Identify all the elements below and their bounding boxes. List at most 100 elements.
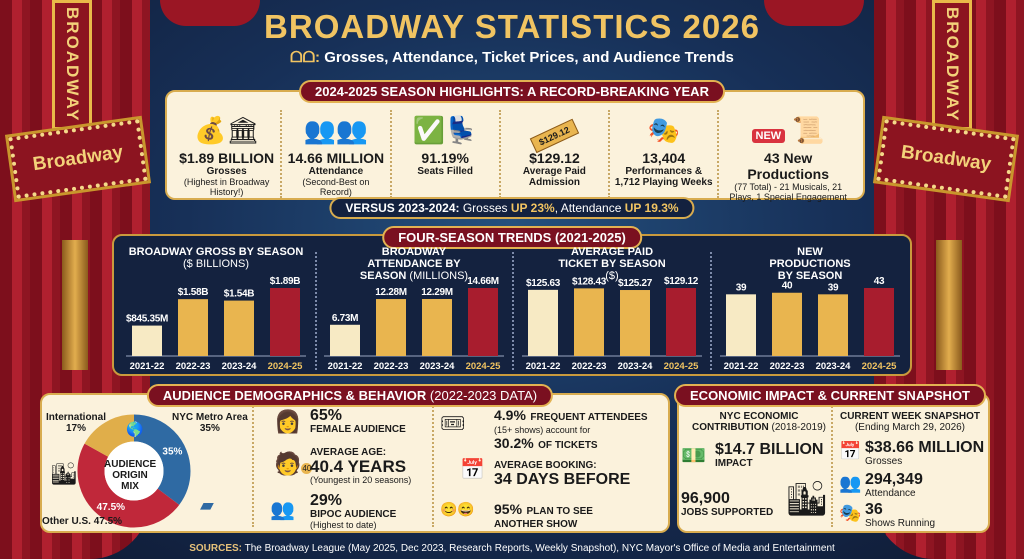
highlight-new-productions: NEW 📜 43 New Productions (77 Total) - 21… bbox=[719, 110, 857, 202]
stat-note: (Highest to date) bbox=[310, 520, 377, 530]
calendar-icon: 📅 bbox=[839, 441, 862, 461]
bar-chart-svg: $845.35M 2021-22 $1.58B 2022-23 $1.54B 2023-2… bbox=[126, 276, 306, 372]
stat-label: JOBS SUPPORTED bbox=[681, 507, 774, 518]
highlight-value: $129.12 bbox=[529, 150, 580, 166]
ribbon-title: AUDIENCE DEMOGRAPHICS & BEHAVIOR bbox=[162, 388, 427, 403]
contribution-title: NYC ECONOMIC CONTRIBUTION (2018-2019) bbox=[689, 411, 829, 433]
pillar bbox=[62, 240, 88, 370]
bar-2021-22 bbox=[528, 289, 558, 356]
highlight-note: (77 Total) - 21 Musicals, 21 Plays, 1 Sp… bbox=[729, 182, 847, 202]
sources-label: SOURCES: bbox=[189, 543, 242, 554]
stat-value: 65% bbox=[310, 407, 343, 424]
trends-ribbon: FOUR-SEASON TRENDS (2021-2025) bbox=[382, 226, 642, 249]
chart-unit: ($ BILLIONS) bbox=[182, 258, 250, 270]
divider bbox=[252, 403, 254, 527]
bar-2024-25 bbox=[270, 288, 300, 356]
bar-2024-25 bbox=[864, 288, 894, 356]
bar-chart-svg: 39 2021-22 40 2022-23 39 2023-24 43 2024-25 bbox=[720, 276, 900, 372]
versus-prefix: VERSUS 2023-2024: bbox=[345, 201, 460, 215]
stat-label: Shows Running bbox=[865, 518, 936, 529]
gross-chart: BROADWAY GROSS BY SEASON ($ BILLIONS) $84… bbox=[118, 246, 314, 374]
stat-label: OF TICKETS bbox=[538, 440, 598, 451]
stat-value: 40.4 YEARS bbox=[310, 457, 407, 476]
female-icon: 👩 bbox=[274, 409, 302, 434]
highlights-ribbon: 2024-2025 SEASON HIGHLIGHTS: A RECORD-BR… bbox=[299, 80, 725, 103]
sources-footer: SOURCES: The Broadway League (May 2025, … bbox=[0, 543, 1024, 554]
donut-slice-other-u-s- bbox=[77, 414, 191, 528]
highlight-value: $1.89 BILLION bbox=[179, 150, 275, 166]
chart-title-text: BROADWAY ATTENDANCE BY SEASON bbox=[359, 246, 461, 282]
stat-label: ANOTHER SHOW bbox=[494, 519, 578, 530]
snapshot-grosses: $38.66 MILLION Grosses bbox=[865, 439, 984, 467]
person-age-icon: 🧑40 bbox=[274, 451, 313, 476]
x-tick-label: 2021-22 bbox=[328, 361, 363, 372]
vertical-marquee-sign-left: BROADWAY bbox=[52, 0, 92, 130]
sources-text: The Broadway League (May 2025, Dec 2023,… bbox=[244, 543, 835, 554]
bar-2022-23 bbox=[178, 299, 208, 356]
donut-hole bbox=[104, 441, 164, 501]
bar-2023-24 bbox=[818, 294, 848, 356]
page-title: BROADWAY STATISTICS 2026 bbox=[264, 8, 760, 45]
chart-unit: (MILLIONS) bbox=[409, 270, 469, 282]
highlight-value: 14.66 MILLION bbox=[287, 150, 385, 166]
x-tick-label: 2022-23 bbox=[770, 361, 805, 372]
stat-note: (Youngest in 20 seasons) bbox=[310, 475, 412, 485]
stat-label: Grosses bbox=[865, 456, 903, 467]
ticket-text: $129.12 bbox=[529, 118, 579, 154]
x-tick-label: 2023-24 bbox=[618, 361, 654, 372]
data-label: $128.43 bbox=[572, 276, 607, 287]
divider bbox=[831, 403, 833, 527]
page-subtitle: ᗝᗝ: Grosses, Attendance, Ticket Prices, … bbox=[0, 49, 1024, 66]
snapshot-attendance: 294,349 Attendance bbox=[865, 471, 923, 499]
bar-2022-23 bbox=[574, 288, 604, 356]
x-tick-label: 2022-23 bbox=[572, 361, 607, 372]
label-pct: 17% bbox=[66, 423, 87, 434]
divider bbox=[315, 252, 317, 370]
versus-grosses-value: UP 23% bbox=[510, 201, 555, 215]
bar-2024-25 bbox=[666, 288, 696, 356]
versus-grosses-label: Grosses bbox=[462, 201, 508, 215]
money-icon: 💵 bbox=[681, 445, 706, 467]
chart-title-text: AVERAGE PAID TICKET BY SEASON bbox=[558, 246, 666, 270]
demographics-ribbon: AUDIENCE DEMOGRAPHICS & BEHAVIOR (2022-2… bbox=[146, 384, 554, 407]
label-text: Other U.S. bbox=[42, 516, 91, 527]
label-other-us: Other U.S. 47.5% bbox=[42, 516, 122, 527]
highlight-value: 91.19% bbox=[421, 150, 469, 166]
bar-2023-24 bbox=[620, 290, 650, 356]
slice-label: 47.5% bbox=[97, 502, 125, 513]
valance bbox=[764, 0, 864, 26]
x-tick-label: 2024-25 bbox=[862, 361, 898, 372]
impact-stat: $14.7 BILLION IMPACT bbox=[715, 441, 823, 469]
stat-label: FEMALE AUDIENCE bbox=[310, 424, 406, 435]
highlight-label: Performances & 1,712 Playing Weeks bbox=[614, 166, 713, 188]
plan-stat: 95% PLAN TO SEE ANOTHER SHOW bbox=[494, 501, 593, 530]
pillar bbox=[936, 240, 962, 370]
bar-2021-22 bbox=[726, 294, 756, 356]
stat-value: 29% bbox=[310, 492, 343, 509]
age-stat: AVERAGE AGE: 40.4 YEARS (Youngest in 20 se… bbox=[310, 447, 411, 485]
highlight-label: Seats Filled bbox=[417, 166, 473, 177]
bar-2024-25 bbox=[468, 288, 498, 356]
title-years: (2018-2019) bbox=[771, 422, 826, 433]
new-productions-chart: NEW PRODUCTIONS BY SEASON 39 2021-22 40 202… bbox=[712, 246, 908, 374]
stat-value: 30.2% bbox=[494, 435, 534, 451]
chart-title: BROADWAY ATTENDANCE BY SEASON (MILLIONS) bbox=[316, 246, 512, 282]
data-label: $845.35M bbox=[126, 314, 168, 325]
stage-icon: 🎭 bbox=[839, 503, 862, 523]
skyline-icon: 🏙 bbox=[785, 480, 829, 518]
stat-label: BIPOC AUDIENCE bbox=[310, 509, 397, 520]
highlight-value: 13,404 bbox=[642, 150, 686, 166]
stat-value: $14.7 BILLION bbox=[715, 441, 824, 458]
stat-value: 294,349 bbox=[865, 471, 923, 488]
x-tick-label: 2021-22 bbox=[526, 361, 561, 372]
title-date: (Ending March 29, 2026) bbox=[854, 422, 966, 433]
divider bbox=[512, 252, 514, 370]
stat-note: (15+ shows) account for bbox=[494, 425, 591, 435]
bar-2023-24 bbox=[224, 300, 254, 356]
ticket-chart: AVERAGE PAID TICKET BY SEASON ($) $125.6… bbox=[514, 246, 710, 374]
stat-label: PLAN TO SEE bbox=[526, 506, 593, 517]
x-tick-label: 2023-24 bbox=[222, 361, 258, 372]
calendar-icon: 📅 bbox=[460, 459, 485, 481]
data-label: $1.58B bbox=[178, 287, 209, 298]
usa-map-icon: ▰ bbox=[200, 495, 214, 515]
